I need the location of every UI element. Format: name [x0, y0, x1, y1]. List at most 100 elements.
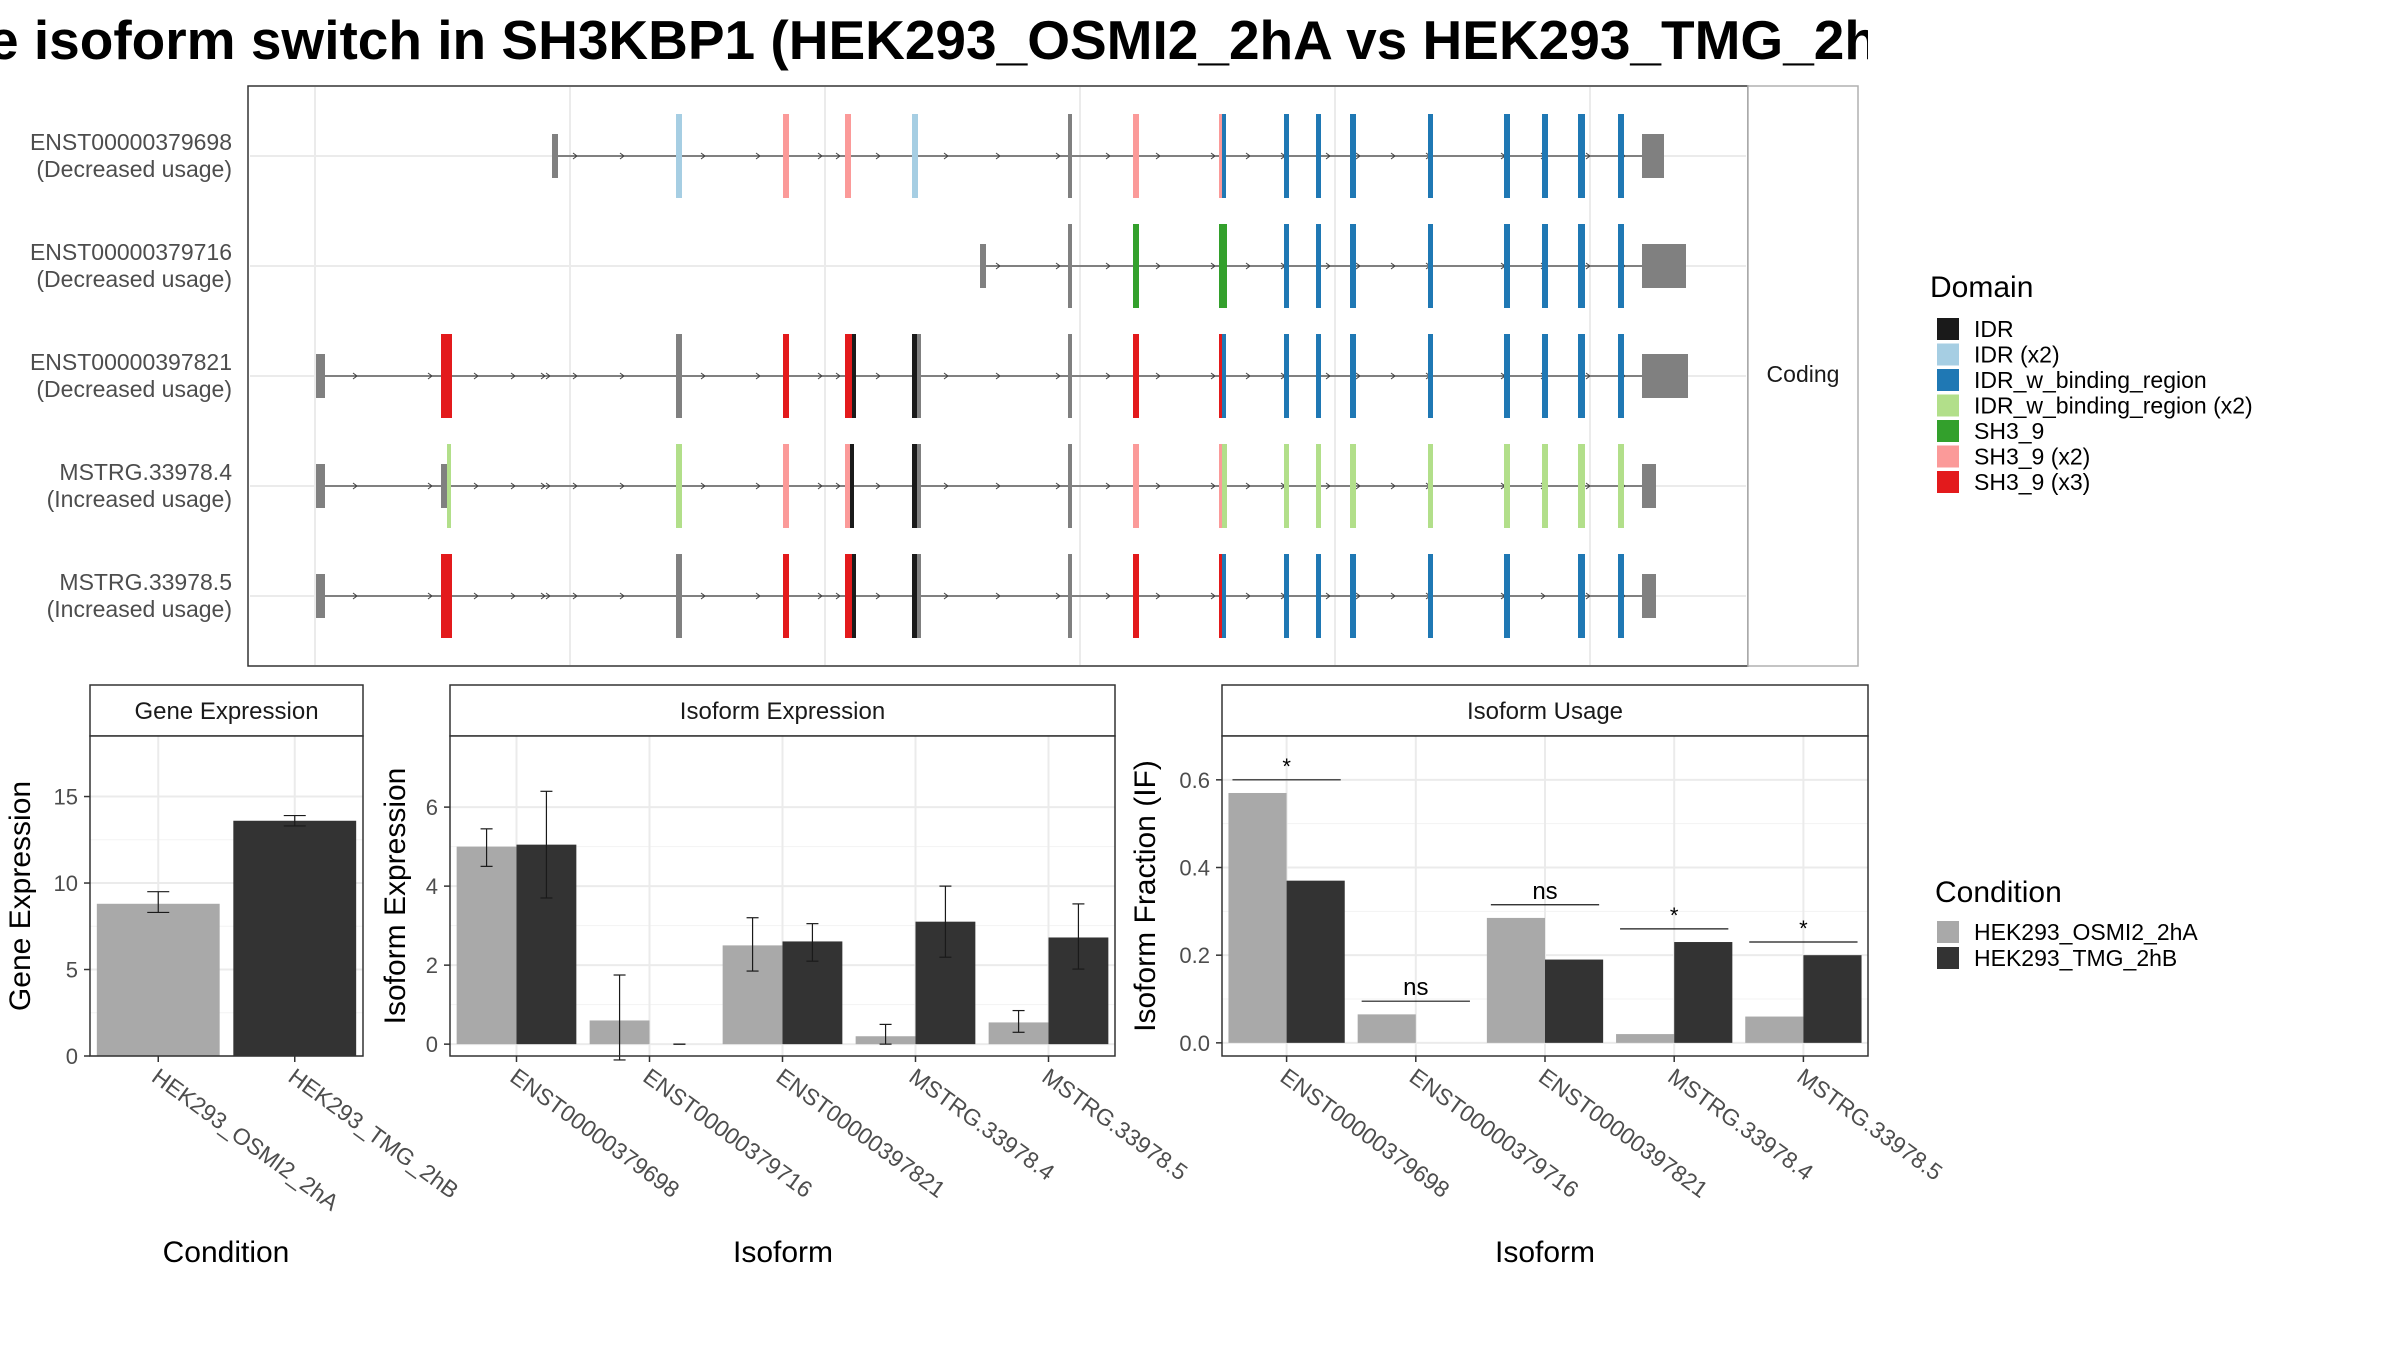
exon-block	[676, 554, 682, 638]
intron-arrow	[545, 592, 551, 600]
exon-block	[1542, 114, 1548, 198]
bar	[988, 1022, 1049, 1045]
condition-legend-swatch	[1937, 947, 1959, 969]
exon-block	[1642, 574, 1656, 618]
exon-block	[1428, 554, 1433, 638]
intron-arrow	[835, 592, 841, 600]
significance-label: ns	[1403, 974, 1428, 1001]
intron-arrow	[875, 592, 881, 600]
y-tick-label: 5	[66, 958, 78, 983]
plot-border	[89, 735, 364, 1057]
exon-block	[441, 334, 452, 418]
exon-block	[1618, 444, 1624, 528]
y-tick-label: 10	[54, 871, 78, 896]
exon-block	[1578, 554, 1585, 638]
exon-block	[852, 334, 856, 418]
exon-block	[1222, 334, 1226, 418]
y-tick-label: 0	[426, 1032, 438, 1057]
bar	[1745, 1016, 1804, 1043]
intron-arrow	[540, 592, 546, 600]
intron-arrow	[1210, 592, 1216, 600]
domain-legend-label: IDR	[1974, 316, 2014, 342]
intron-arrow	[1055, 262, 1061, 270]
bar	[233, 820, 357, 1056]
exon-block	[1542, 334, 1548, 418]
domain-legend-label: IDR_w_binding_region (x2)	[1974, 393, 2253, 419]
intron-arrow	[1210, 152, 1216, 160]
intron-arrow	[1245, 592, 1251, 600]
intron-arrow	[943, 152, 949, 160]
intron-arrow	[619, 152, 625, 160]
panel-title: Isoform Expression	[680, 698, 885, 725]
exon-block	[1284, 224, 1289, 308]
bar	[456, 846, 517, 1045]
isoform-usage-label: (Decreased usage)	[36, 376, 232, 402]
intron-arrow	[427, 372, 433, 380]
exon-block	[316, 464, 325, 508]
intron-arrow	[1585, 262, 1591, 270]
intron-arrow	[1390, 152, 1396, 160]
exon-block	[1428, 114, 1433, 198]
exon-block	[447, 444, 451, 528]
exon-block	[676, 114, 682, 198]
significance-label: *	[1799, 916, 1808, 941]
exon-block	[912, 334, 917, 418]
intron-arrow	[619, 592, 625, 600]
domain-legend-label: SH3_9 (x3)	[1974, 469, 2090, 495]
bar	[1616, 1034, 1675, 1043]
intron-arrow	[817, 592, 823, 600]
condition-legend-label: HEK293_OSMI2_2hA	[1974, 919, 2198, 945]
intron-arrow	[700, 152, 706, 160]
intron-arrow	[1245, 262, 1251, 270]
intron-arrow	[1355, 372, 1361, 380]
exon-block	[1542, 444, 1548, 528]
exon-block	[1068, 334, 1072, 418]
exon-block	[980, 244, 986, 288]
panel-strip	[1221, 684, 1869, 737]
exon-block	[1222, 444, 1227, 528]
exon-block	[316, 354, 325, 398]
y-tick-label: 15	[54, 785, 78, 810]
intron-arrow	[1355, 262, 1361, 270]
intron-arrow	[1245, 152, 1251, 160]
intron-arrow	[755, 592, 761, 600]
structure-row	[250, 114, 1746, 198]
intron-arrow	[510, 592, 516, 600]
exon-block	[1350, 554, 1356, 638]
intron-arrow	[875, 372, 881, 380]
intron-arrow	[572, 152, 578, 160]
x-axis-title: Isoform	[1495, 1236, 1595, 1269]
intron-arrow	[1055, 592, 1061, 600]
exon-block	[852, 554, 856, 638]
intron-arrow	[1355, 152, 1361, 160]
panel-title: Isoform Usage	[1467, 698, 1623, 725]
intron-arrow	[700, 482, 706, 490]
exon-block	[1618, 224, 1624, 308]
intron-arrow	[1105, 482, 1111, 490]
intron-arrow	[755, 482, 761, 490]
exon-block	[1316, 114, 1321, 198]
exon-block	[1133, 224, 1139, 308]
intron-arrow	[572, 482, 578, 490]
intron-arrow	[1055, 482, 1061, 490]
intron-arrow	[1245, 482, 1251, 490]
isoform-usage-panel: Isoform Usage*nsns**0.00.20.40.6ENST0000…	[1129, 684, 1947, 1269]
y-axis-title: Isoform Expression	[379, 768, 412, 1025]
exon-block	[1504, 444, 1510, 528]
intron-arrow	[817, 482, 823, 490]
isoform-expression-panel: Isoform Expression0246ENST00000379698ENS…	[379, 684, 1192, 1269]
intron-arrow	[1325, 372, 1331, 380]
intron-arrow	[1155, 592, 1161, 600]
intron-arrow	[1155, 482, 1161, 490]
intron-arrow	[427, 592, 433, 600]
exon-block	[1316, 334, 1321, 418]
intron-arrow	[1390, 262, 1396, 270]
intron-arrow	[835, 372, 841, 380]
exon-block	[850, 444, 854, 528]
y-tick-label: 0.0	[1179, 1031, 1210, 1056]
exon-block	[1284, 114, 1289, 198]
exon-block	[1133, 554, 1139, 638]
intron-arrow	[1325, 592, 1331, 600]
exon-block	[1068, 114, 1072, 198]
